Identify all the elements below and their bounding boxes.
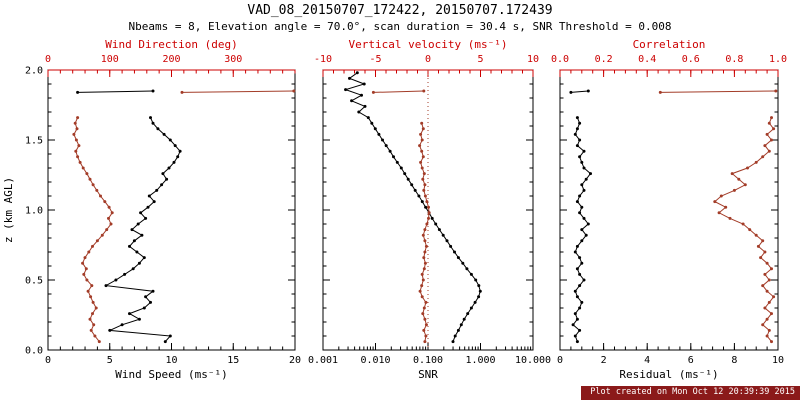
plot-timestamp: Plot created on Mon Oct 12 20:39:39 2015 — [581, 386, 800, 400]
series-wind-direction — [72, 116, 114, 344]
top-tick-label: -10 — [314, 54, 332, 65]
y-tick-label: 1.0 — [25, 206, 43, 217]
top-tick-label: 100 — [101, 54, 119, 65]
y-ticks — [560, 69, 778, 351]
series-correlation — [713, 116, 776, 344]
series-correlation-top — [658, 89, 778, 94]
top-tick-label: 0 — [425, 54, 431, 65]
x-tick-label: 0 — [557, 355, 563, 366]
bottom-ticks — [322, 343, 534, 350]
bottom-ticks — [47, 343, 296, 350]
bottom-axis-title: Wind Speed (ms⁻¹) — [115, 368, 228, 381]
bottom-axis-title: Residual (ms⁻¹) — [619, 368, 718, 381]
top-tick-label: 0.6 — [682, 54, 700, 65]
plot-box — [559, 69, 779, 351]
x-tick-label: 0.001 — [308, 355, 338, 366]
x-tick-label: 5 — [107, 355, 113, 366]
top-axis-title: Vertical velocity (ms⁻¹) — [349, 38, 508, 51]
top-ticks — [559, 70, 779, 77]
top-tick-label: 0 — [45, 54, 51, 65]
top-tick-label: 5 — [477, 54, 483, 65]
plot-subtitle: Nbeams = 8, Elevation angle = 70.0°, sca… — [128, 20, 672, 33]
x-tick-label: 10 — [165, 355, 177, 366]
x-tick-label: 0 — [45, 355, 51, 366]
series-residual — [571, 116, 592, 344]
x-tick-label: 20 — [289, 355, 301, 366]
x-tick-label: 0.010 — [360, 355, 390, 366]
series-vertical-velocity — [418, 121, 431, 344]
series-snr — [343, 71, 482, 344]
x-tick-label: 10 — [772, 355, 784, 366]
top-ticks — [322, 70, 534, 77]
top-axis-title: Correlation — [633, 38, 706, 51]
series-wind-direction-top — [180, 89, 296, 94]
y-ticks — [48, 69, 295, 351]
y-ticks — [323, 69, 533, 351]
x-tick-label: 6 — [688, 355, 694, 366]
y-tick-label: 2.0 — [25, 66, 43, 77]
x-tick-label: 15 — [227, 355, 239, 366]
top-tick-label: 300 — [224, 54, 242, 65]
series-wind-speed — [104, 116, 182, 344]
plot-box — [47, 69, 296, 351]
panel-residual: 0 2 4 6 8 10 Residual (ms⁻¹) 0.0 0.2 0.4 0.6 0.8 1.0… — [551, 38, 787, 381]
plot-title: VAD_08_20150707_172422, 20150707.172439 — [247, 3, 553, 18]
top-tick-label: 0.0 — [551, 54, 569, 65]
bottom-axis-title: SNR — [418, 368, 438, 381]
x-tick-label: 2 — [601, 355, 607, 366]
top-tick-label: 0.2 — [595, 54, 613, 65]
top-ticks — [47, 70, 296, 77]
top-tick-label: 200 — [162, 54, 180, 65]
bottom-ticks — [559, 343, 779, 350]
top-tick-label: -5 — [369, 54, 381, 65]
y-tick-label: 0.0 — [25, 346, 43, 357]
y-tick-label: 1.5 — [25, 136, 43, 147]
top-tick-label: 1.0 — [769, 54, 787, 65]
top-tick-label: 0.8 — [725, 54, 743, 65]
x-tick-label: 10.000 — [515, 355, 551, 366]
series-vertical-velocity-top — [371, 89, 426, 94]
x-tick-label: 1.000 — [465, 355, 495, 366]
top-tick-label: 10 — [527, 54, 539, 65]
series-residual-top — [569, 89, 590, 94]
y-axis-title: z (km AGL) — [2, 177, 15, 243]
top-axis-title: Wind Direction (deg) — [105, 38, 237, 51]
x-tick-label: 0.100 — [413, 355, 443, 366]
panel-snr: 0.001 0.010 0.100 1.000 10.000 SNR -10 -5 0 5 10 Ve… — [308, 38, 551, 381]
y-tick-label: 0.5 — [25, 276, 43, 287]
top-tick-label: 0.4 — [638, 54, 656, 65]
x-tick-label: 4 — [644, 355, 650, 366]
series-wind-speed-top — [76, 89, 155, 94]
x-tick-label: 8 — [731, 355, 737, 366]
